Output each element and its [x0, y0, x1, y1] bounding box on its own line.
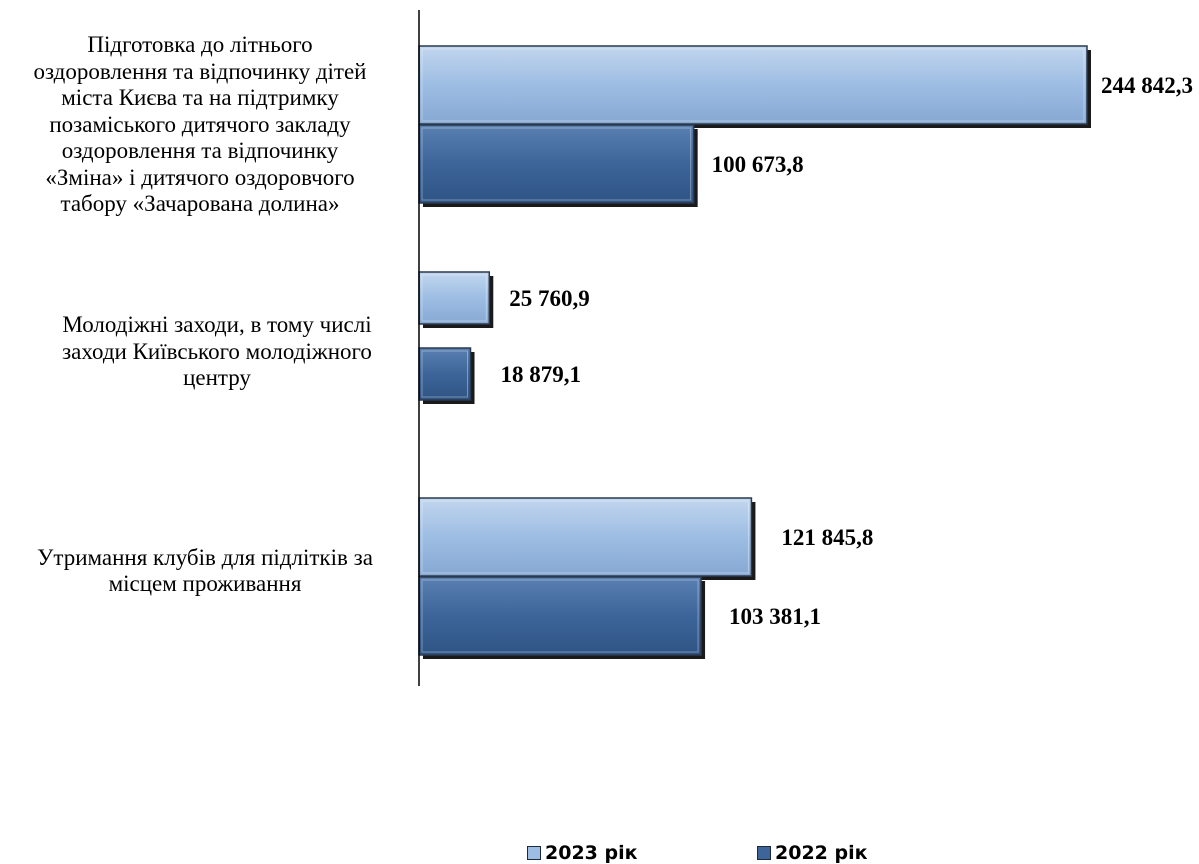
category-label-3: Утримання клубів для підлітків за місцем …	[5, 545, 405, 598]
value-label-2022-cat2: 18 879,1	[501, 362, 581, 387]
bar-bevel-2023-cat2	[421, 274, 487, 322]
category-label-1-line: Підготовка до літнього	[87, 32, 313, 58]
value-label-2023-cat3: 121 845,8	[781, 525, 873, 550]
value-label-2022-cat1: 100 673,8	[712, 152, 804, 177]
category-label-1-line: оздоровлення та відпочинку	[61, 138, 339, 164]
category-label-1-line: оздоровлення та відпочинку дітей	[33, 58, 367, 84]
category-label-3-line: місцем проживання	[108, 571, 302, 596]
value-label-2023-cat2: 25 760,9	[509, 286, 589, 311]
legend-item-2023: 2023 рік	[527, 842, 638, 864]
legend-swatch-2023	[527, 846, 541, 860]
value-label-2022-cat3: 103 381,1	[729, 604, 821, 629]
legend-label-2022: 2022 рік	[775, 842, 868, 864]
category-label-2: Молодіжні заходи, в тому числі заходи Киї…	[27, 312, 407, 392]
legend-label-2023: 2023 рік	[545, 842, 638, 864]
bar-2023-cat3	[418, 497, 753, 577]
category-label-1-line: позаміського дитячого закладу	[49, 111, 351, 137]
bar-bevel-2022-cat2	[421, 350, 469, 398]
category-label-2-line: Молодіжні заходи, в тому числі	[62, 312, 372, 338]
value-label-2023-cat1: 244 842,3	[1101, 73, 1193, 98]
bar-bevel-2023-cat3	[421, 500, 749, 574]
bar-bevel-2022-cat3	[421, 579, 699, 653]
legend-swatch-2022	[757, 846, 771, 860]
category-label-1-line: міста Києва та на підтримку	[61, 85, 339, 111]
category-label-1-line: табору «Зачарована долина»	[60, 191, 340, 217]
bar-2023-cat2	[418, 271, 491, 325]
bar-2022-cat1	[418, 124, 695, 204]
category-label-1-line: «Зміна» і дитячого оздоровчого	[45, 164, 355, 190]
bar-2023-cat1	[418, 45, 1088, 125]
bar-bevel-2022-cat1	[421, 127, 692, 201]
bar-2022-cat3	[418, 576, 702, 656]
category-label-2-line: центру	[183, 365, 251, 391]
legend-item-2022: 2022 рік	[757, 842, 868, 864]
category-label-3-line: Утримання клубів для підлітків за	[37, 544, 373, 570]
category-label-2-line: заходи Київського молодіжного	[62, 338, 372, 364]
bar-bevel-2023-cat1	[421, 48, 1085, 122]
bar-2022-cat2	[418, 347, 472, 401]
category-label-1: Підготовка до літнього оздоровлення та ві…	[0, 32, 400, 218]
